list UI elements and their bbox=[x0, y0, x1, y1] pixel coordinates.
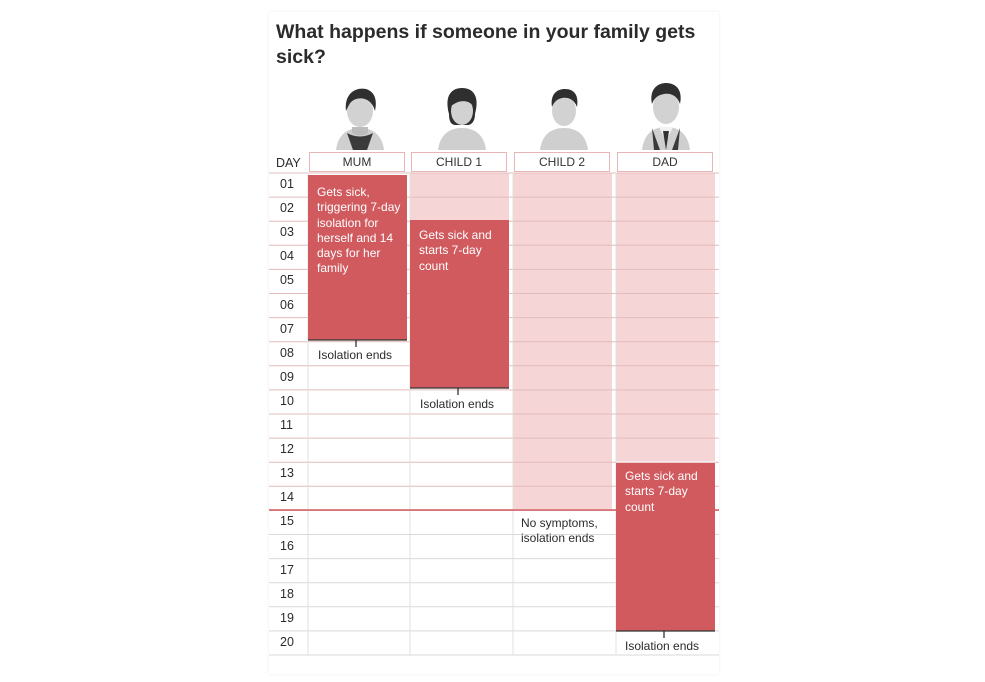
day-label: 19 bbox=[280, 610, 294, 625]
mum-column-header: MUM bbox=[309, 152, 405, 172]
day-label: 12 bbox=[280, 442, 294, 457]
mum-sick-bar bbox=[308, 175, 407, 340]
day-label: 06 bbox=[280, 297, 294, 312]
infographic-title: What happens if someone in your family g… bbox=[276, 21, 696, 68]
dad-column-header: DAD bbox=[617, 152, 713, 172]
day-label: 03 bbox=[280, 225, 294, 240]
day-label: 07 bbox=[280, 321, 294, 336]
child2-column-header: CHILD 2 bbox=[514, 152, 610, 172]
dad-sick-bar bbox=[616, 463, 715, 631]
dad-household-band bbox=[616, 173, 715, 461]
day-label: 09 bbox=[280, 369, 294, 384]
day-column-header: DAY bbox=[276, 156, 301, 170]
day-label: 02 bbox=[280, 201, 294, 216]
man-icon bbox=[642, 83, 690, 150]
child1-column-header: CHILD 1 bbox=[411, 152, 507, 172]
dad-sick-note: Gets sick and starts 7-day count bbox=[625, 469, 698, 514]
day-label: 20 bbox=[280, 634, 294, 649]
day-label: 08 bbox=[280, 345, 294, 360]
day-label: 05 bbox=[280, 273, 294, 288]
child2-no-symptoms-note: No symptoms, isolation ends bbox=[521, 516, 598, 545]
child1-sick-bar bbox=[410, 220, 509, 388]
day-label: 13 bbox=[280, 466, 294, 481]
day-label: 04 bbox=[280, 249, 294, 264]
day-label: 18 bbox=[280, 586, 294, 601]
girl-icon bbox=[438, 88, 486, 150]
child1-isolation-ends: Isolation ends bbox=[420, 397, 495, 411]
day-label: 14 bbox=[280, 490, 294, 505]
mum-sick-note: Gets sick, triggering 7-day isolation fo… bbox=[317, 185, 401, 276]
child2-household-band bbox=[513, 173, 612, 509]
mum-isolation-ends: Isolation ends bbox=[318, 348, 393, 362]
day-label: 11 bbox=[280, 418, 293, 432]
day-label: 10 bbox=[280, 393, 294, 408]
child1-household-band bbox=[410, 173, 509, 220]
child1-sick-note: Gets sick and starts 7-day count bbox=[419, 228, 492, 273]
boy-icon bbox=[540, 89, 588, 150]
day-label: 16 bbox=[280, 538, 294, 553]
dad-isolation-ends: Isolation ends bbox=[625, 639, 700, 653]
day-label: 01 bbox=[280, 177, 294, 191]
day-label: 17 bbox=[280, 562, 294, 577]
woman-short-hair-icon bbox=[336, 88, 384, 150]
day-label: 15 bbox=[280, 514, 294, 529]
